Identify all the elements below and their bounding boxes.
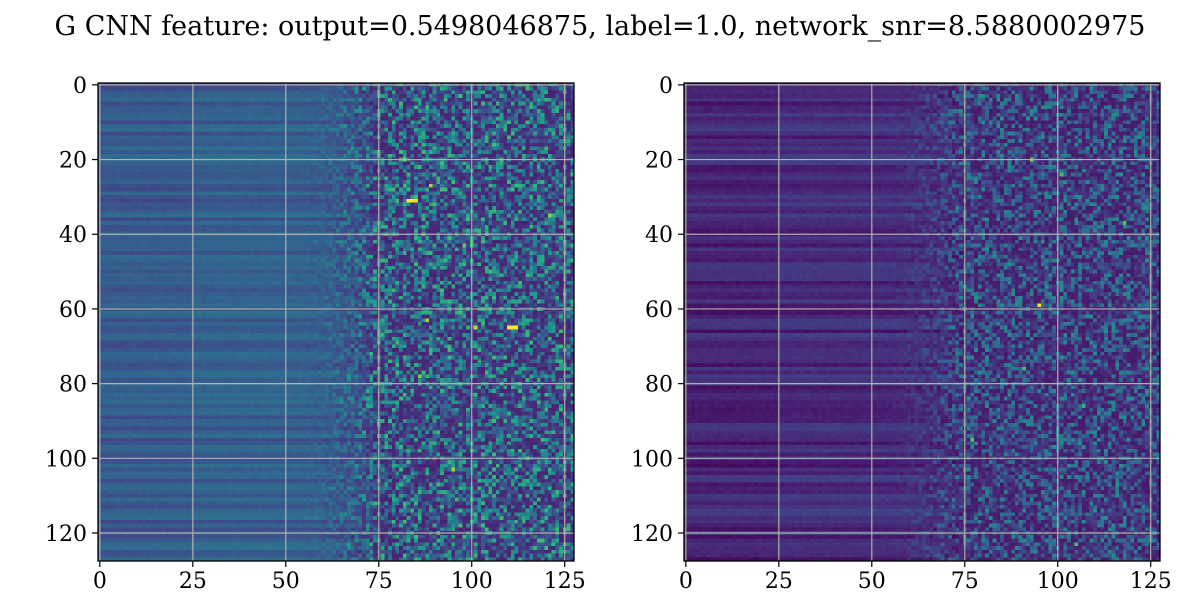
x-tick-label: 100 [451, 569, 493, 594]
heatmap-image [98, 83, 574, 561]
heatmap-panel-right: 0 25 50 75 100 125 0 20 40 60 80 100 120 [631, 74, 1172, 594]
x-tick-label: 50 [858, 569, 886, 594]
axes-frame [97, 82, 575, 562]
y-tick-label: 40 [645, 223, 673, 248]
y-tick-label: 0 [73, 74, 87, 99]
y-tick-label: 80 [645, 373, 673, 398]
y-tick-label: 20 [645, 149, 673, 174]
x-tick-label: 50 [272, 569, 300, 594]
x-tick-label: 0 [93, 569, 107, 594]
y-tick-label: 120 [45, 522, 87, 547]
y-tick-label: 80 [59, 373, 87, 398]
y-tick-label: 20 [59, 149, 87, 174]
x-tick-label: 0 [679, 569, 693, 594]
heatmap-image [684, 83, 1160, 561]
y-tick-label: 100 [631, 447, 673, 472]
x-tick-label: 125 [1130, 569, 1172, 594]
y-tick-label: 40 [59, 223, 87, 248]
x-tick-label: 100 [1037, 569, 1079, 594]
y-tick-label: 60 [59, 298, 87, 323]
y-tick-label: 60 [645, 298, 673, 323]
x-tick-label: 75 [951, 569, 979, 594]
y-tick-label: 0 [659, 74, 673, 99]
x-tick-label: 125 [544, 569, 586, 594]
x-tick-label: 75 [365, 569, 393, 594]
axes-frame [683, 82, 1161, 562]
x-tick-label: 25 [765, 569, 793, 594]
x-tick-label: 25 [179, 569, 207, 594]
heatmap-panel-left: 0 25 50 75 100 125 0 20 40 60 80 100 120 [45, 74, 586, 594]
y-tick-label: 100 [45, 447, 87, 472]
y-tick-label: 120 [631, 522, 673, 547]
chart-title: G CNN feature: output=0.5498046875, labe… [55, 11, 1146, 42]
